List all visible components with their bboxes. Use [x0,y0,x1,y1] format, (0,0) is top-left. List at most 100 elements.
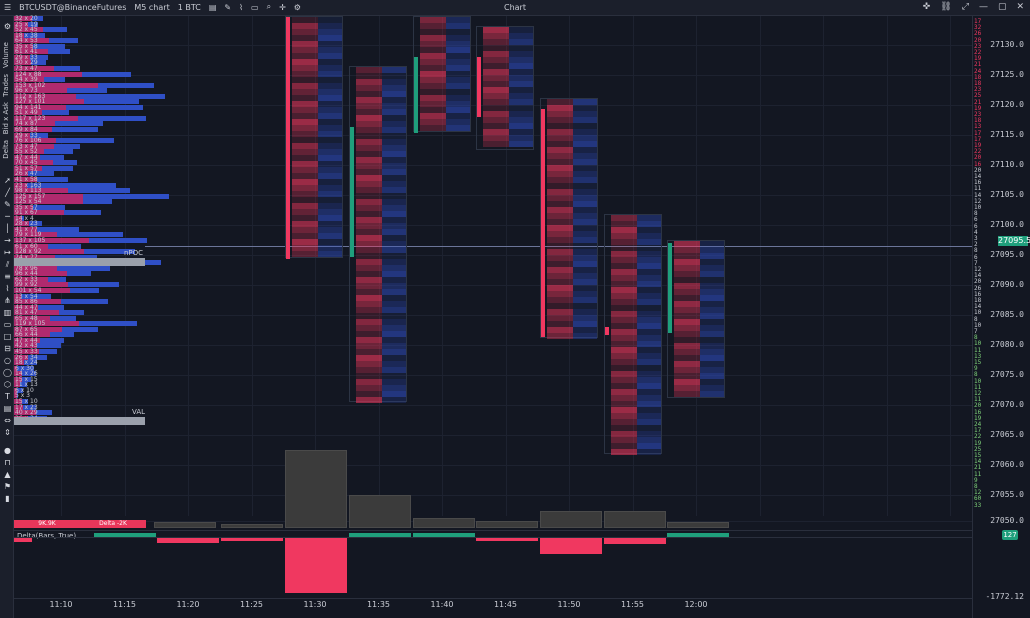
cluster-bid-cell [674,247,700,253]
cluster-bid-cell [674,391,700,397]
cluster-bid-cell [292,95,318,101]
cluster-bid-cell [356,97,382,103]
footprint-chart[interactable]: 32 x 20 25 x 19 52 x 45 18 x 38 64 x 53 35 x … [14,15,972,522]
footprint-cluster[interactable] [667,240,725,398]
symbol-selector[interactable]: BTCUSDT@BinanceFutures [19,2,127,12]
square-icon[interactable]: □ [3,332,12,341]
brush-icon[interactable]: ⌇ [5,284,10,293]
cluster-bid-cell [292,77,318,83]
ellipse-icon[interactable]: ◯ [3,368,12,377]
volume-selector[interactable]: 1 BTC [177,2,201,12]
style-icon[interactable]: ✎ [224,2,232,12]
profile-bid-bar [14,199,83,205]
crosshair-icon[interactable]: ✛ [279,2,286,12]
lock-icon[interactable]: ⊟ [4,344,11,353]
cluster-ask-cell [573,291,597,297]
dot-icon[interactable]: ● [4,446,11,455]
search-icon[interactable]: ⌕ [266,2,272,11]
cluster-ask-cell [637,341,661,347]
profile-row-label: 47 x 44 [15,336,38,344]
vline-icon[interactable]: │ [5,224,10,233]
cluster-ask-cell [382,253,406,259]
right-volume-value: 19 [974,414,982,422]
left-label-trades[interactable]: Trades [2,74,10,97]
profile-ask-bar [49,315,77,321]
profile-ask-bar [17,387,23,393]
right-volume-value: 11 [974,396,982,404]
cluster-bid-cell [292,35,318,41]
measure-icon[interactable]: ⇔ [4,416,11,425]
cluster-ask-cell [318,131,342,137]
profile-row-label: 117 x 123 [15,114,46,122]
text-icon[interactable]: T [5,392,10,401]
footprint-cluster[interactable] [604,214,662,455]
close-button[interactable]: ✕ [1016,2,1024,12]
cluster-ask-cell [382,67,406,73]
settings-icon[interactable]: ⚙ [3,22,12,31]
price-range-icon[interactable]: ⇕ [4,428,11,437]
gann-icon[interactable]: ▥ [3,308,12,317]
hline-icon[interactable]: ─ [5,212,10,221]
footprint-cluster[interactable] [476,26,534,150]
expand-icon[interactable]: ⤢ [961,2,969,12]
cluster-ask-cell [637,281,661,287]
footprint-cluster[interactable] [349,66,407,403]
cluster-bid-cell [356,301,382,307]
left-label-bidask[interactable]: Bid x Ask [2,102,10,135]
chart-type-icon[interactable]: ▤ [208,2,217,12]
timeframe-selector[interactable]: M5 chart [134,2,170,12]
cluster-ask-cell [637,329,661,335]
link-icon[interactable]: ⛓ [940,2,952,12]
profile-bid-bar [14,332,51,338]
cluster-ask-cell [573,189,597,195]
menu-icon[interactable]: ☰ [4,2,12,12]
left-label-delta[interactable]: Delta [2,140,10,159]
line-icon[interactable]: ╱ [5,188,10,197]
cluster-bid-cell [611,365,637,371]
cluster-bid-cell [547,231,573,237]
poly-icon[interactable]: ⬡ [4,380,11,389]
footprint-cluster[interactable] [413,16,471,133]
profile-bid-bar [14,16,32,21]
cluster-ask-cell [700,301,724,307]
cursor-icon[interactable]: ➚ [4,176,11,185]
cluster-bid-cell [292,203,318,209]
magnet-icon[interactable]: ⊓ [4,458,11,467]
cluster-bid-cell [356,265,382,271]
profile-bid-bar [14,154,40,160]
footprint-cluster[interactable] [285,16,343,259]
maximize-button[interactable]: ▢ [997,2,1007,12]
fib-icon[interactable]: ≡ [4,272,11,281]
up-arrow-icon[interactable]: ▲ [4,470,11,479]
footprint-cluster[interactable] [540,98,598,339]
cluster-ask-cell [446,89,470,95]
channel-icon[interactable]: ⫽ [5,260,10,269]
pin-icon[interactable]: ✜ [922,2,931,12]
arrow-icon[interactable]: → [4,236,11,245]
right-volume-value: 6 [974,253,978,261]
pencil-icon[interactable]: ✎ [4,200,11,209]
cluster-ask-cell [700,271,724,277]
cluster-bid-cell [356,223,382,229]
rect-icon[interactable]: ▭ [3,320,12,329]
profile-row-label: 128 x 92 [15,248,42,256]
layout-icon[interactable]: ▭ [251,2,259,12]
trash-icon[interactable]: ▮ [5,494,10,503]
cluster-bid-cell [547,243,573,249]
ray-icon[interactable]: ↦ [4,248,11,257]
minimize-button[interactable]: — [978,2,988,12]
circle-icon[interactable]: ○ [4,356,11,365]
pitchfork-icon[interactable]: ⋔ [4,296,11,305]
indicator-icon[interactable]: ⌇ [239,2,244,12]
cluster-ask-cell [637,305,661,311]
profile-row-label: 6 x 30 [15,364,34,372]
cluster-ask-cell [509,63,533,69]
right-volume-value: 21 [974,464,982,472]
profile-bid-bar [14,238,90,243]
cluster-ask-cell [382,277,406,283]
flag-icon[interactable]: ⚑ [3,482,12,491]
note-icon[interactable]: ▤ [3,404,12,413]
left-label-volume[interactable]: Volume [2,42,10,69]
settings-icon[interactable]: ⚙ [293,2,301,12]
profile-bid-bar [14,371,22,377]
